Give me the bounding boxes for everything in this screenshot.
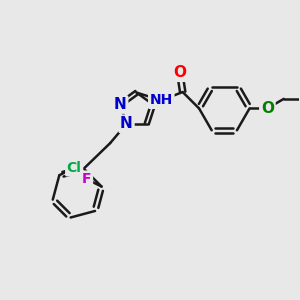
Text: Cl: Cl (67, 161, 82, 175)
Text: O: O (261, 101, 274, 116)
Text: NH: NH (150, 93, 173, 107)
Text: N: N (114, 97, 127, 112)
Text: N: N (120, 116, 133, 131)
Text: O: O (173, 65, 186, 80)
Text: F: F (82, 172, 92, 186)
